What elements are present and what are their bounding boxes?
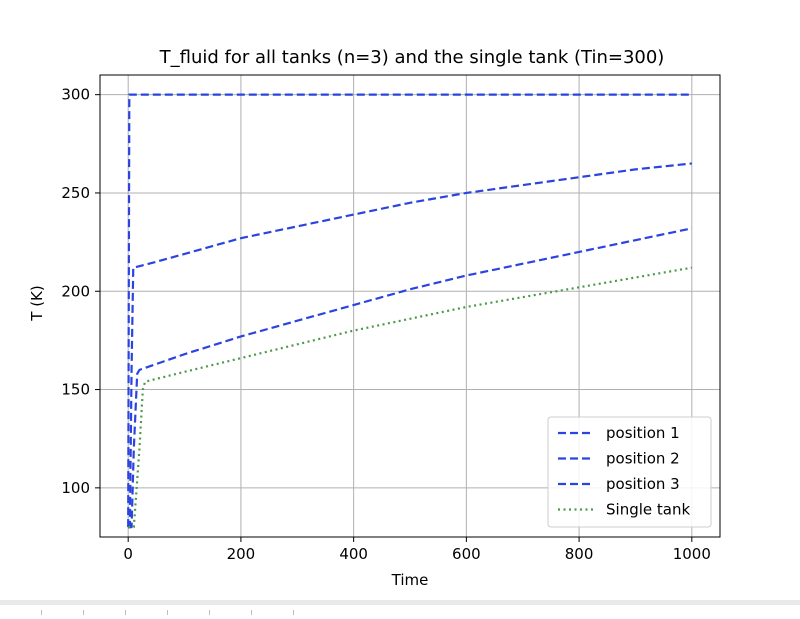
y-tick-label: 300 <box>61 86 90 104</box>
y-tick-label: 100 <box>61 479 90 497</box>
x-tick-label: 800 <box>565 545 594 563</box>
chart-title: T_fluid for all tanks (n=3) and the sing… <box>159 47 665 68</box>
y-tick-label: 150 <box>61 381 90 399</box>
x-axis-ticks: 0 200 400 600 800 1000 <box>123 537 711 563</box>
strip-segment <box>0 610 42 615</box>
legend-label: Single tank <box>606 501 690 519</box>
legend: position 1 position 2 position 3 Single tan… <box>547 416 712 528</box>
strip-segment <box>252 610 294 615</box>
legend-label: position 1 <box>606 424 680 442</box>
line-chart: 0 200 400 600 800 1000 100 150 200 250 300 T_flui… <box>28 47 721 589</box>
series-line-1 <box>127 93 692 528</box>
y-tick-label: 200 <box>61 282 90 300</box>
series-line-3 <box>128 227 693 529</box>
strip-segment <box>42 610 84 615</box>
strip-segment <box>210 610 252 615</box>
y-axis-label: T (K) <box>28 285 46 321</box>
window-bottom-strip <box>0 600 800 615</box>
y-tick-label: 250 <box>61 184 90 202</box>
y-axis-ticks: 100 150 200 250 300 <box>61 86 100 497</box>
legend-label: position 3 <box>606 475 680 493</box>
x-tick-label: 200 <box>227 545 256 563</box>
legend-box <box>547 416 712 528</box>
legend-label: position 2 <box>606 450 680 468</box>
plot-frame <box>99 74 721 538</box>
x-axis-label: Time <box>391 571 429 589</box>
strip-segment <box>168 610 210 615</box>
strip-segment <box>84 610 126 615</box>
x-tick-label: 400 <box>339 545 368 563</box>
x-tick-label: 1000 <box>673 545 711 563</box>
x-tick-label: 600 <box>452 545 481 563</box>
series-line-4 <box>128 266 693 529</box>
strip-segment <box>126 610 168 615</box>
series-lines <box>127 93 693 529</box>
series-line-2 <box>128 162 692 529</box>
x-tick-label: 0 <box>123 545 133 563</box>
